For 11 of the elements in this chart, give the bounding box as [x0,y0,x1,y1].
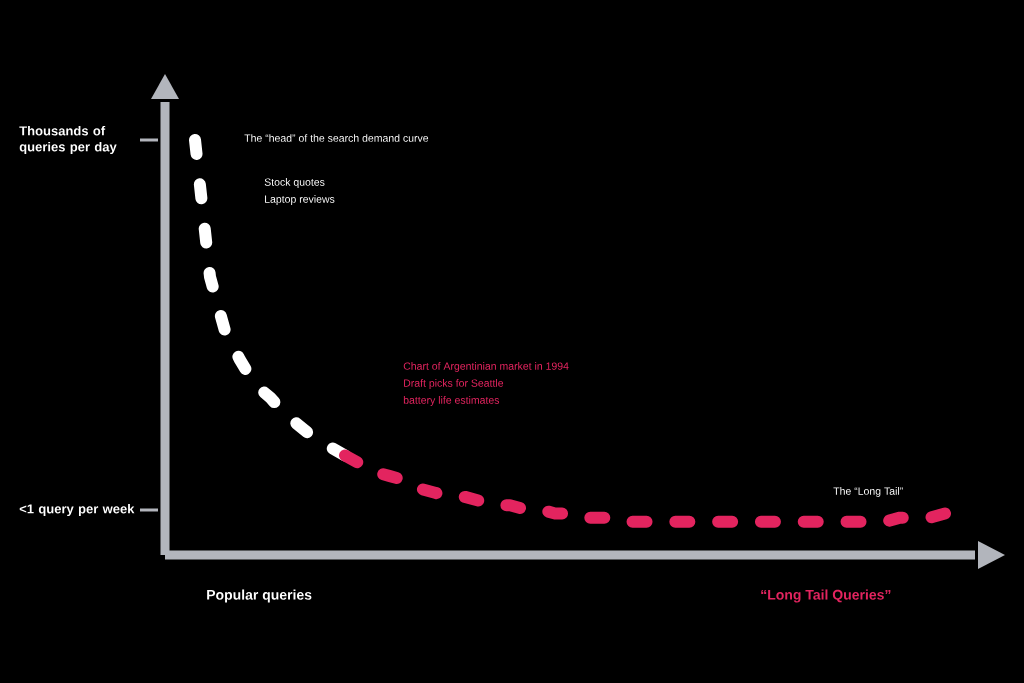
annotation: The “head” of the search demand curve [244,134,429,142]
annotation: Stock quotes [264,178,325,188]
annotation: The “Long Tail” [833,487,903,497]
annotation: Laptop reviews [265,195,335,205]
text: Thousands of queries per day [19,125,117,155]
text: Popular queries [207,589,312,603]
annotation: battery life estimates [403,396,500,406]
text: “Long Tail Queries” [761,589,891,603]
text: <1 query per week [19,503,135,517]
annotation: Chart of Argentinian market in 1994 [403,362,569,372]
annotation: Draft picks for Seattle [404,379,504,389]
